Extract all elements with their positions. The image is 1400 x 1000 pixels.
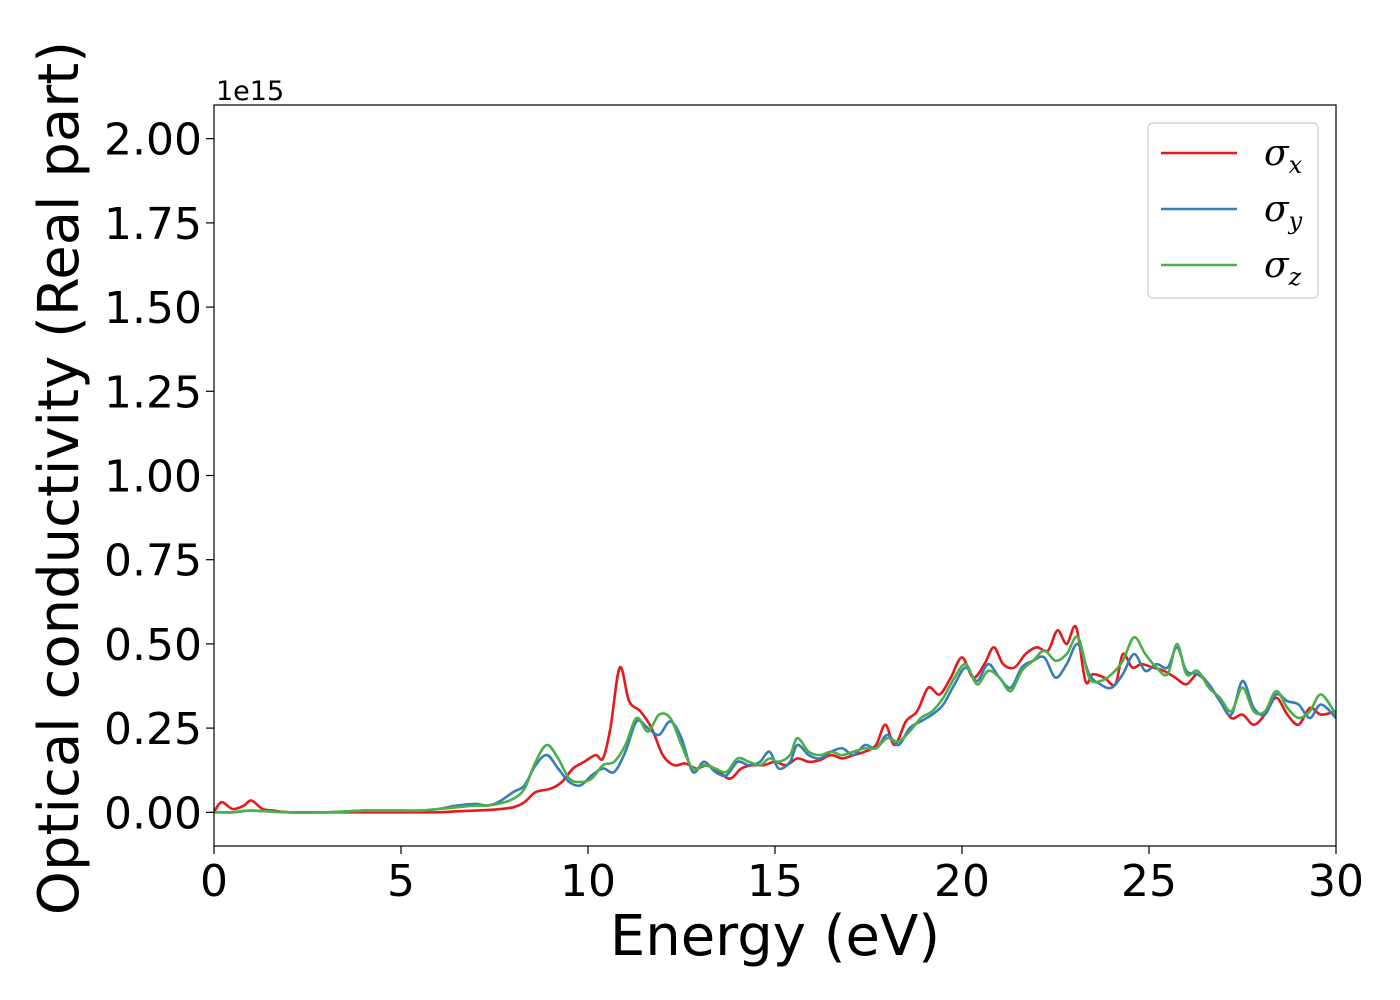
series-line-z [214,635,1336,814]
y-tick-label: 0.75 [104,536,202,587]
legend-label-y: σy [1264,189,1303,235]
x-axis-title: Energy (eV) [610,904,940,969]
x-tick-label: 25 [1121,856,1177,907]
legend-box [1147,122,1319,299]
x-tick-label: 5 [387,856,415,907]
legend-label-subscript: z [1288,263,1302,291]
x-tick-label: 20 [934,856,990,907]
y-tick-label: 1.50 [104,283,202,334]
legend-label-base: σ [1264,245,1290,286]
x-tick-label: 10 [560,856,616,907]
y-tick-label: 1.25 [104,367,202,418]
y-tick-label: 0.25 [104,704,202,755]
legend-label-base: σ [1264,133,1290,174]
y-tick-label: 2.00 [104,115,202,166]
x-axis: 0 5 10 15 20 25 30 [200,846,1364,907]
x-tick-label: 0 [200,856,228,907]
y-tick-label: 1.75 [104,199,202,250]
y-axis: 0.00 0.25 0.50 0.75 1.00 1.25 1.50 1.75 2.00 [104,115,214,839]
legend-label-subscript: y [1288,207,1303,235]
legend-label-z: σz [1264,245,1302,291]
x-tick-label: 15 [747,856,803,907]
legend-label-subscript: x [1289,151,1303,179]
legend-label-x: σx [1264,133,1303,179]
legend-label-base: σ [1264,189,1290,230]
x-tick-label: 30 [1308,856,1364,907]
y-tick-label: 0.00 [104,788,202,839]
y-tick-label: 1.00 [104,452,202,503]
y-tick-label: 0.50 [104,620,202,671]
series-line-x [214,624,1336,814]
series-layer [214,624,1336,814]
y-axis-title: Optical conductivity (Real part) [27,41,92,915]
y-axis-offset-text: 1e15 [216,76,284,107]
